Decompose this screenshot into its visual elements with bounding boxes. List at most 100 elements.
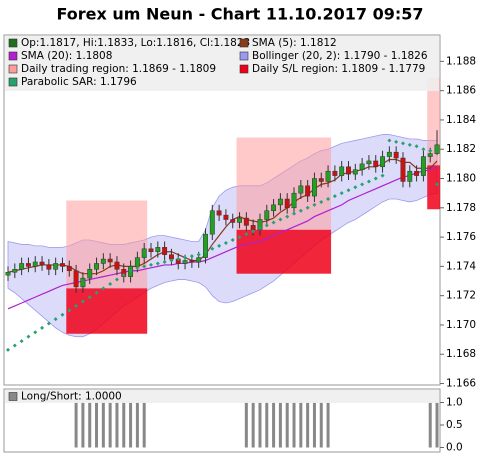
main-plot	[5, 77, 441, 352]
legend-label: Daily S/L region: 1.1809 - 1.1779	[252, 63, 425, 75]
y-tick-label: 1.186	[446, 85, 476, 97]
bar	[265, 402, 269, 448]
bar	[95, 402, 99, 448]
bar	[74, 402, 78, 448]
sar-dot	[251, 229, 256, 234]
bar	[258, 402, 262, 448]
bar	[326, 402, 330, 448]
candle-body	[80, 277, 86, 288]
legend-swatch	[239, 51, 249, 61]
sar-dot	[223, 240, 228, 245]
candle-body	[380, 156, 386, 168]
sar-dot	[264, 223, 269, 228]
candle-body	[366, 160, 372, 165]
legend-label: Daily trading region: 1.1869 - 1.1809	[21, 63, 216, 75]
sar-dot	[237, 235, 242, 240]
sar-dot	[169, 258, 174, 263]
bar	[435, 402, 439, 448]
sar-dot	[319, 199, 324, 204]
candle-body	[25, 263, 31, 267]
candle-body	[298, 185, 304, 194]
candle-body	[339, 166, 345, 176]
sar-dot	[271, 220, 276, 225]
sar-dot	[380, 173, 385, 178]
sar-dot	[149, 262, 154, 267]
candle-body	[209, 210, 215, 235]
region	[66, 288, 148, 334]
sar-dot	[360, 182, 365, 187]
candle-body	[332, 170, 338, 176]
candle-body	[373, 160, 379, 168]
candle-body	[141, 248, 147, 258]
candle-body	[223, 214, 229, 220]
region	[427, 165, 441, 210]
candle-body	[250, 225, 256, 231]
candle-body	[73, 270, 79, 288]
y-tick-label: 1.176	[446, 231, 476, 243]
candle-body	[427, 153, 433, 157]
y-tick-label: 1.0	[446, 397, 463, 409]
y-tick-label: 1.180	[446, 173, 476, 185]
candle-body	[420, 156, 426, 176]
sar-dot	[196, 252, 201, 257]
bar	[122, 402, 126, 448]
candle-body	[196, 257, 202, 263]
bar	[129, 402, 133, 448]
sar-dot	[332, 194, 337, 199]
y-tick-label: 1.170	[446, 319, 476, 331]
legend-swatch	[8, 392, 18, 401]
sar-dot	[142, 264, 147, 269]
sar-dot	[46, 321, 51, 326]
sar-dot	[12, 343, 17, 348]
sar-dot	[353, 185, 358, 190]
candle-body	[386, 151, 392, 157]
sar-dot	[387, 138, 392, 143]
candle-body	[182, 260, 188, 264]
y-tick-label: 1.178	[446, 202, 476, 214]
candle-body	[359, 163, 365, 170]
candle-body	[325, 170, 331, 182]
sar-dot	[135, 265, 140, 270]
candle-body	[66, 266, 72, 272]
region	[66, 200, 148, 289]
y-tick-label: 0.0	[446, 442, 463, 454]
y-tick-label: 1.166	[446, 378, 476, 390]
candle-body	[12, 269, 18, 273]
legend-label: Long/Short: 1.0000	[21, 391, 122, 403]
candle-body	[243, 217, 249, 226]
bar	[101, 402, 105, 448]
candle-body	[5, 271, 11, 276]
sar-dot	[421, 147, 426, 152]
candle-body	[46, 264, 52, 270]
sar-dot	[155, 261, 160, 266]
sar-dot	[108, 281, 113, 286]
y-tick-label: 1.188	[446, 55, 476, 67]
chart-title: Forex um Neun - Chart 11.10.2017 09:57	[56, 5, 423, 24]
candle-body	[237, 217, 242, 223]
sar-dot	[183, 255, 188, 260]
sma-line	[7, 166, 438, 310]
candle-body	[352, 169, 358, 175]
candle-body	[203, 233, 208, 258]
sar-dot	[244, 232, 249, 237]
candle-body	[155, 247, 161, 252]
legend-swatch	[8, 51, 18, 61]
y-tick-label: 0.5	[446, 419, 463, 431]
candle-body	[134, 257, 140, 267]
sar-dot	[312, 202, 317, 207]
legend-label: Bollinger (20, 2): 1.1790 - 1.1826	[252, 50, 428, 62]
candle-body	[87, 269, 93, 279]
y-tick-label: 1.182	[446, 143, 476, 155]
bar	[319, 402, 323, 448]
y-tick-label: 1.168	[446, 348, 476, 360]
candle-body	[393, 151, 399, 159]
sar-dot	[74, 303, 79, 308]
candle-body	[346, 166, 351, 175]
candle-body	[277, 198, 283, 206]
sma-line	[7, 158, 438, 275]
legend-swatch	[239, 38, 249, 48]
sar-dot	[60, 312, 65, 317]
bar	[299, 402, 303, 448]
